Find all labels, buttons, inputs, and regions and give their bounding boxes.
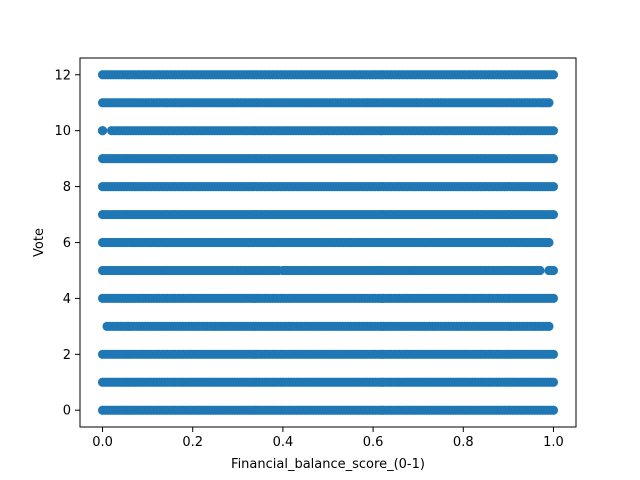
x-tick-label: 0.6 [363, 435, 384, 450]
x-tick-label: 1.0 [543, 435, 564, 450]
data-point [97, 126, 108, 136]
y-tick-label: 8 [63, 180, 71, 195]
y-tick-label: 4 [63, 292, 71, 307]
data-point [548, 349, 559, 359]
data-point [548, 209, 559, 220]
data-point [544, 98, 554, 108]
data-point [548, 70, 559, 80]
x-tick-label: 0.0 [92, 435, 113, 450]
data-point [548, 405, 559, 415]
points-layer [97, 70, 559, 415]
data-point [548, 154, 559, 164]
x-tick-label: 0.2 [182, 435, 203, 450]
y-tick-label: 6 [63, 236, 71, 251]
x-tick-label: 0.8 [453, 435, 474, 450]
y-axis-ticks: 0 2 4 6 8 10 12 [54, 68, 80, 419]
y-tick-label: 2 [63, 348, 71, 363]
data-point [544, 237, 554, 248]
data-point [548, 126, 559, 136]
y-tick-label: 0 [63, 404, 71, 419]
y-tick-label: 10 [54, 124, 71, 139]
data-point [544, 321, 554, 331]
y-tick-label: 12 [54, 68, 71, 83]
data-point [548, 293, 559, 304]
data-point [548, 377, 559, 387]
data-point [535, 265, 545, 276]
x-axis-ticks: 0.0 0.2 0.4 0.6 0.8 1.0 [92, 427, 564, 450]
y-axis-title: Vote [32, 228, 47, 257]
data-point [548, 181, 559, 192]
data-point [548, 265, 559, 276]
x-axis-title: Financial_balance_score_(0-1) [231, 457, 425, 472]
x-tick-label: 0.4 [273, 435, 294, 450]
